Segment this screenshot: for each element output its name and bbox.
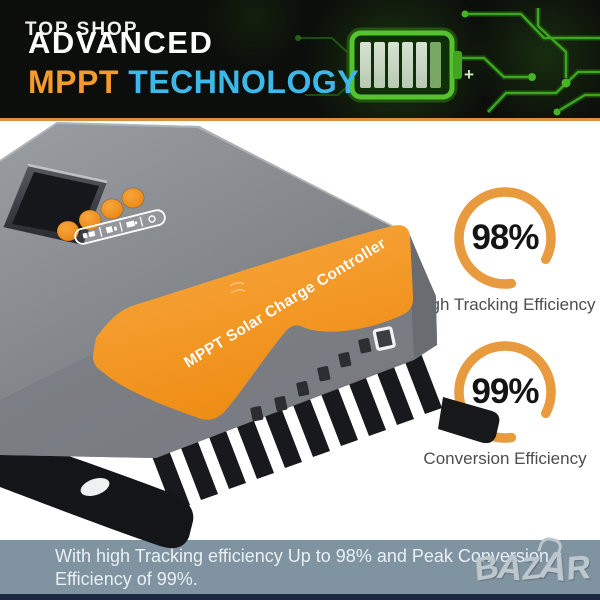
- watermark-letter: R: [566, 548, 591, 587]
- control-button-4: [121, 187, 145, 209]
- headline-line2: MPPT TECHNOLOGY: [28, 66, 359, 98]
- controller-body: [0, 122, 437, 458]
- watermark: BAZAR: [472, 535, 592, 590]
- stat-value: 98%: [471, 218, 539, 257]
- footer-banner: With high Tracking efficiency Up to 98% …: [0, 535, 600, 594]
- circuit-nodes: [295, 10, 571, 116]
- circuit-board-art: +: [205, 0, 600, 118]
- terminal-port: [372, 326, 396, 351]
- circuit-traces: [455, 8, 600, 113]
- mounting-flange: [0, 440, 194, 549]
- control-button-2: [78, 209, 102, 231]
- controller-front-shell: [0, 309, 414, 458]
- footer-caption-line1: With high Tracking efficiency Up to 98% …: [55, 546, 549, 566]
- stat-badge-conversion: 99% Conversion Efficiency: [412, 336, 598, 469]
- plus-symbol: +: [464, 65, 474, 84]
- stat-ring-99: 99%: [449, 336, 561, 448]
- orange-divider: [0, 118, 600, 121]
- stat-value: 99%: [471, 372, 539, 411]
- terminal-slots: [250, 337, 372, 422]
- header: + TOP SHOP ADVANCED MPPT TECHNOLOGY: [0, 0, 600, 118]
- brand-logo: TOP SHOP: [25, 19, 139, 40]
- headline-rest: TECHNOLOGY: [118, 64, 360, 100]
- button-labels-strip: [74, 209, 166, 245]
- footer-caption: With high Tracking efficiency Up to 98% …: [0, 540, 600, 590]
- emboss-logo-mark: [229, 282, 246, 294]
- stat-ring-98: 98%: [449, 182, 561, 294]
- bottom-strip: [0, 594, 600, 600]
- orange-band: MPPT Solar Charge Controller: [92, 225, 414, 420]
- battery-icon: +: [346, 27, 474, 103]
- control-button-1: [56, 220, 80, 242]
- headline-line1: ADVANCED: [28, 25, 214, 60]
- footer-caption-line2: Efficiency of 99%.: [55, 568, 198, 589]
- flange-hole: [80, 477, 110, 497]
- control-button-3: [100, 198, 124, 220]
- heatsink-fins: [148, 343, 442, 511]
- headline-accent: MPPT: [28, 64, 119, 100]
- band-label: MPPT Solar Charge Controller: [181, 235, 389, 371]
- lcd-display: [2, 163, 108, 245]
- stat-label: Conversion Efficiency: [423, 449, 587, 468]
- stat-badge-tracking: 98% High Tracking Efficiency: [412, 182, 598, 315]
- stat-label: High Tracking Efficiency: [414, 295, 596, 314]
